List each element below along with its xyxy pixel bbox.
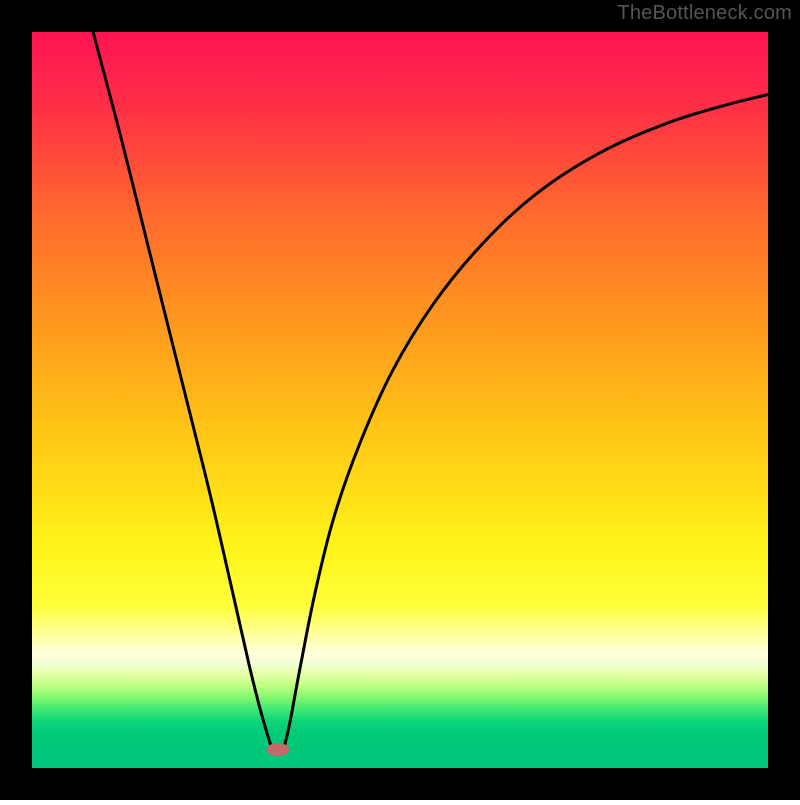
chart-container: TheBottleneck.com bbox=[0, 0, 800, 800]
bottleneck-chart bbox=[0, 0, 800, 800]
watermark-text: TheBottleneck.com bbox=[617, 2, 792, 25]
bottleneck-marker bbox=[267, 744, 289, 756]
plot-background bbox=[32, 32, 768, 768]
